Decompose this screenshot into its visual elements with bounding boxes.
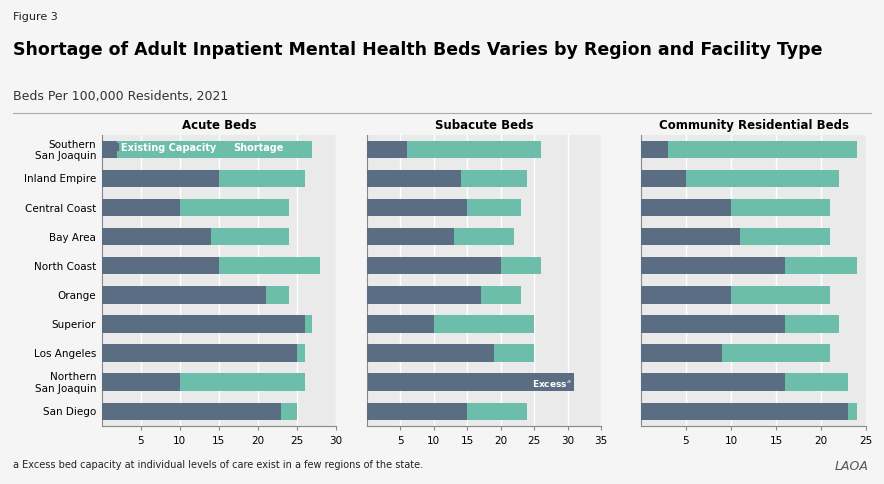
Bar bbox=[102, 316, 305, 333]
Bar bbox=[367, 257, 541, 275]
Bar bbox=[641, 374, 849, 391]
Bar bbox=[102, 287, 289, 304]
Bar bbox=[367, 141, 407, 159]
Bar bbox=[367, 287, 521, 304]
Bar bbox=[367, 228, 453, 246]
Bar bbox=[367, 228, 514, 246]
Bar bbox=[367, 316, 534, 333]
Bar bbox=[102, 141, 118, 159]
Bar bbox=[102, 403, 297, 420]
Bar bbox=[102, 228, 211, 246]
Bar bbox=[367, 345, 494, 362]
Bar bbox=[641, 403, 849, 420]
Text: Excess$^a$: Excess$^a$ bbox=[532, 377, 572, 388]
Bar bbox=[102, 141, 313, 159]
Bar bbox=[102, 345, 297, 362]
Bar bbox=[641, 141, 668, 159]
Bar bbox=[367, 403, 468, 420]
Bar bbox=[102, 170, 305, 188]
Text: a Excess bed capacity at individual levels of care exist in a few regions of the: a Excess bed capacity at individual leve… bbox=[13, 459, 423, 469]
Bar bbox=[367, 316, 434, 333]
Bar bbox=[102, 374, 179, 391]
Text: Shortage of Adult Inpatient Mental Health Beds Varies by Region and Facility Typ: Shortage of Adult Inpatient Mental Healt… bbox=[13, 41, 823, 59]
Text: Figure 3: Figure 3 bbox=[13, 12, 58, 22]
Bar bbox=[102, 199, 179, 217]
Bar bbox=[641, 345, 830, 362]
Bar bbox=[102, 199, 289, 217]
Bar bbox=[102, 228, 289, 246]
Bar bbox=[641, 316, 839, 333]
Bar bbox=[367, 403, 528, 420]
Bar bbox=[367, 287, 481, 304]
Bar bbox=[367, 199, 468, 217]
Bar bbox=[641, 199, 731, 217]
Legend: Existing Capacity, Shortage: Existing Capacity, Shortage bbox=[106, 140, 286, 154]
Bar bbox=[641, 374, 785, 391]
Bar bbox=[367, 141, 541, 159]
Bar bbox=[641, 345, 722, 362]
Title: Community Residential Beds: Community Residential Beds bbox=[659, 119, 849, 132]
Bar bbox=[367, 199, 521, 217]
Bar bbox=[367, 374, 575, 391]
Bar bbox=[641, 287, 830, 304]
Bar bbox=[641, 257, 785, 275]
Bar bbox=[367, 345, 534, 362]
Bar bbox=[102, 316, 313, 333]
Title: Subacute Beds: Subacute Beds bbox=[435, 119, 533, 132]
Bar bbox=[102, 345, 305, 362]
Bar bbox=[641, 228, 740, 246]
Bar bbox=[367, 170, 528, 188]
Bar bbox=[102, 170, 219, 188]
Bar bbox=[367, 257, 500, 275]
Bar bbox=[641, 170, 686, 188]
Text: LAOA: LAOA bbox=[834, 459, 868, 472]
Bar bbox=[102, 403, 281, 420]
Bar bbox=[641, 403, 857, 420]
Bar bbox=[641, 316, 785, 333]
Text: Beds Per 100,000 Residents, 2021: Beds Per 100,000 Residents, 2021 bbox=[13, 90, 228, 103]
Bar bbox=[102, 374, 305, 391]
Bar bbox=[102, 257, 219, 275]
Bar bbox=[641, 287, 731, 304]
Bar bbox=[641, 199, 830, 217]
Bar bbox=[641, 257, 857, 275]
Bar bbox=[641, 141, 857, 159]
Bar bbox=[641, 228, 830, 246]
Bar bbox=[102, 257, 320, 275]
Bar bbox=[102, 287, 266, 304]
Title: Acute Beds: Acute Beds bbox=[181, 119, 256, 132]
Bar bbox=[641, 170, 839, 188]
Bar bbox=[367, 170, 461, 188]
